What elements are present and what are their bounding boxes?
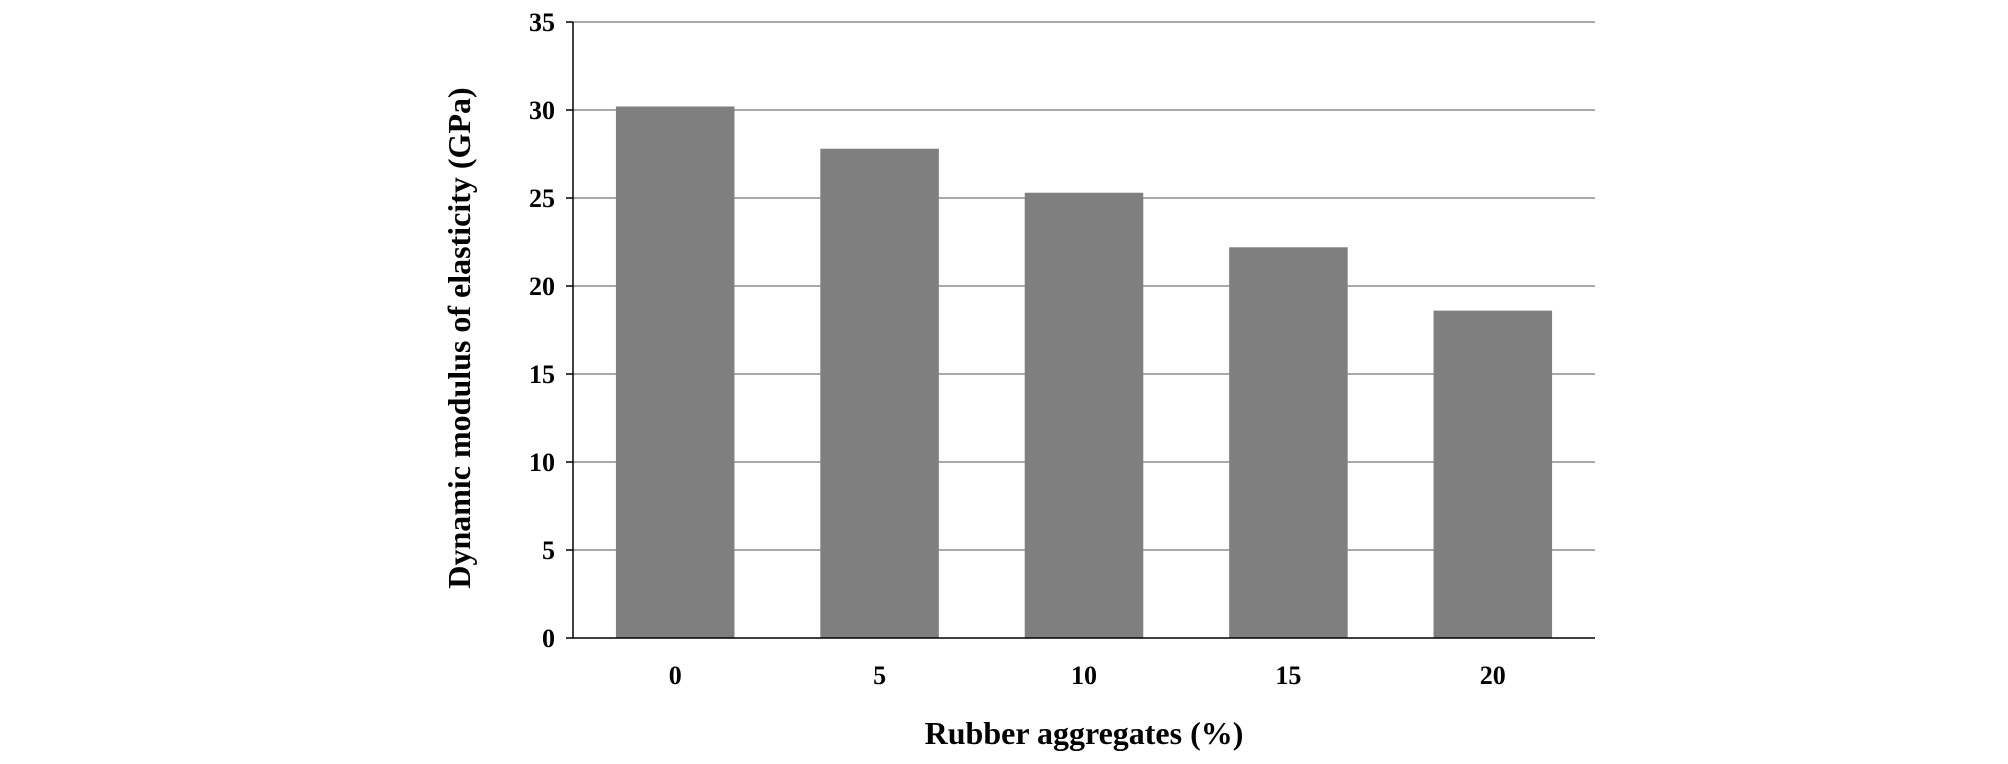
bar [1024, 192, 1144, 638]
x-tick-label: 15 [1275, 661, 1301, 690]
y-tick-label: 5 [542, 536, 555, 565]
bar [1229, 247, 1348, 638]
y-tick-label: 20 [529, 272, 555, 301]
bar [1433, 310, 1553, 638]
y-tick-label: 25 [529, 184, 555, 213]
x-axis-title: Rubber aggregates (%) [925, 715, 1244, 751]
y-tick-label: 0 [542, 624, 555, 653]
y-tick-labels: 0 5 10 15 20 25 30 35 [529, 8, 555, 653]
bars [615, 106, 1553, 639]
bar [615, 106, 735, 639]
x-tick-label: 5 [873, 661, 886, 690]
x-tick-labels: 0 5 10 15 20 [669, 661, 1506, 690]
y-tick-label: 15 [529, 360, 555, 389]
y-axis-title: Dynamic modulus of elasticity (GPa) [441, 87, 477, 588]
x-tick-label: 20 [1480, 661, 1506, 690]
y-tick-label: 10 [529, 448, 555, 477]
bar [820, 148, 939, 638]
x-tick-label: 0 [669, 661, 682, 690]
axes [566, 21, 1595, 639]
y-tick-label: 30 [529, 96, 555, 125]
y-tick-label: 35 [529, 8, 555, 37]
x-tick-label: 10 [1071, 661, 1097, 690]
